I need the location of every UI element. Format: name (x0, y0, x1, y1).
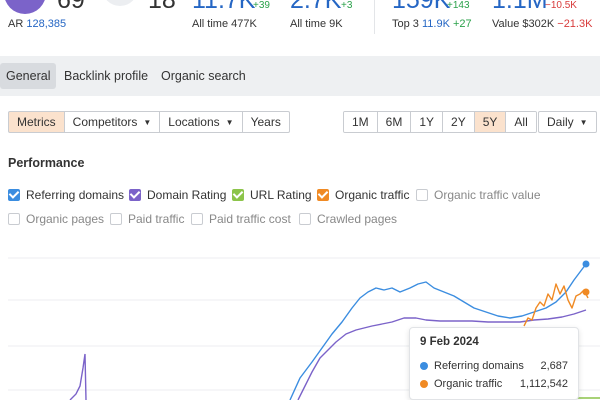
top3-label: Top 3 (392, 18, 419, 30)
backlinks-alltime-value: 477K (231, 18, 257, 30)
stats-strip: 69 AR 128,385 18 11.7K +39 All time 477K… (0, 0, 600, 56)
organic-traffic-dot-icon (420, 380, 428, 388)
chevron-down-icon: ▼ (579, 118, 588, 127)
referring-domains-alltime-value: 9K (329, 18, 343, 30)
legend-crawled-pages[interactable]: Crawled pages (299, 212, 397, 226)
chevron-down-icon: ▼ (225, 118, 234, 127)
referring-domains-alltime-label: All time (290, 18, 327, 30)
traffic-value-label: Value (492, 18, 520, 30)
checkbox-checked-icon (8, 189, 20, 201)
legend-label: Referring domains (26, 188, 125, 202)
report-tabs: General Backlink profile Organic search (0, 56, 600, 96)
backlinks-delta: +39 (253, 0, 270, 11)
chart-mode-toggle: Metrics Competitors ▼ Locations ▼ Years (8, 111, 290, 133)
stats-divider (374, 0, 375, 34)
tooltip-date: 9 Feb 2024 (420, 336, 479, 348)
range-6m[interactable]: 6M (377, 112, 412, 132)
chevron-down-icon: ▼ (143, 118, 152, 127)
checkbox-empty-icon (110, 213, 122, 225)
locations-label: Locations (168, 115, 220, 129)
checkbox-empty-icon (191, 213, 203, 225)
tooltip-row-label: Referring domains (434, 360, 524, 372)
referring-domains-endpoint (582, 260, 590, 268)
legend-label: Organic traffic value (434, 188, 541, 202)
checkbox-empty-icon (416, 189, 428, 201)
traffic-value[interactable]: 1.1M (492, 0, 548, 14)
legend-label: URL Rating (250, 188, 312, 202)
traffic-value-amount: $302K (522, 18, 555, 30)
keywords-value[interactable]: 159K (392, 0, 451, 14)
range-2y[interactable]: 2Y (443, 112, 475, 132)
legend-label: Paid traffic (128, 212, 185, 226)
tab-backlink-profile[interactable]: Backlink profile (64, 69, 149, 83)
tooltip-row-label: Organic traffic (434, 378, 503, 390)
interval-dropdown[interactable]: Daily ▼ (538, 111, 597, 133)
referring-domains-line (289, 263, 587, 400)
top3-delta: +27 (452, 18, 472, 30)
url-rating-value: 18 (148, 0, 176, 14)
range-all[interactable]: All (506, 112, 536, 132)
legend-organic-pages[interactable]: Organic pages (8, 212, 104, 226)
chart-tooltip: 9 Feb 2024 Referring domains 2,687 Organ… (409, 327, 579, 400)
legend-organic-traffic-value[interactable]: Organic traffic value (416, 188, 541, 202)
legend-label: Paid traffic cost (209, 212, 291, 226)
metrics-button[interactable]: Metrics (8, 111, 65, 133)
domain-rating-value: 69 (57, 0, 85, 14)
range-1m[interactable]: 1M (344, 112, 378, 132)
domain-rating-spike (69, 353, 87, 400)
locations-dropdown[interactable]: Locations ▼ (160, 111, 243, 133)
legend-organic-traffic[interactable]: Organic traffic (317, 188, 409, 202)
interval-label: Daily (547, 115, 574, 129)
performance-chart-svg (8, 257, 600, 400)
backlinks-value[interactable]: 11.7K (192, 0, 256, 14)
range-5y[interactable]: 5Y (474, 112, 507, 132)
url-rating-gauge (102, 0, 138, 6)
keywords-top3: Top 3 11.9K +27 (392, 18, 472, 30)
checkbox-empty-icon (8, 213, 20, 225)
checkbox-empty-icon (299, 213, 311, 225)
legend-label: Organic traffic (335, 188, 410, 202)
ahrefs-rank: AR 128,385 (8, 18, 66, 30)
competitors-dropdown[interactable]: Competitors ▼ (64, 111, 161, 133)
legend-label: Domain Rating (147, 188, 227, 202)
tooltip-row-organic-traffic: Organic traffic 1,112,542 (420, 375, 568, 393)
ar-label: AR (8, 18, 24, 30)
referring-domains-dot-icon (420, 362, 428, 370)
legend-referring-domains[interactable]: Referring domains (8, 188, 124, 202)
traffic-value-delta: −21.3K (557, 18, 593, 30)
checkbox-checked-icon (129, 189, 141, 201)
tab-general[interactable]: General (0, 63, 57, 89)
backlinks-alltime-label: All time (192, 18, 229, 30)
referring-domains-value[interactable]: 2.7K (290, 0, 342, 14)
backlinks-alltime: All time 477K (192, 18, 257, 30)
tooltip-row-value: 1,112,542 (519, 378, 568, 390)
performance-chart[interactable] (0, 250, 600, 400)
legend-url-rating[interactable]: URL Rating (232, 188, 312, 202)
legend-label: Crawled pages (317, 212, 398, 226)
referring-domains-delta: +3 (341, 0, 353, 11)
legend-label: Organic pages (26, 212, 105, 226)
legend-domain-rating[interactable]: Domain Rating (129, 188, 226, 202)
top3-value[interactable]: 11.9K (421, 18, 450, 30)
date-range-selector: 1M 6M 1Y 2Y 5Y All (343, 111, 537, 133)
tab-organic-search[interactable]: Organic search (161, 69, 246, 83)
competitors-label: Competitors (72, 115, 138, 129)
checkbox-checked-icon (232, 189, 244, 201)
tooltip-row-referring-domains: Referring domains 2,687 (420, 357, 568, 375)
keywords-delta: +143 (447, 0, 470, 11)
domain-rating-gauge (4, 0, 46, 14)
tooltip-row-value: 2,687 (540, 360, 568, 372)
performance-title: Performance (8, 156, 85, 170)
range-1y[interactable]: 1Y (411, 112, 444, 132)
years-button[interactable]: Years (242, 111, 290, 133)
checkbox-checked-icon (317, 189, 329, 201)
traffic-value-summary: Value $302K −21.3K (492, 18, 592, 30)
ar-value[interactable]: 128,385 (26, 18, 67, 30)
referring-domains-alltime: All time 9K (290, 18, 343, 30)
organic-traffic-line (523, 283, 589, 327)
legend-paid-traffic-cost[interactable]: Paid traffic cost (191, 212, 291, 226)
organic-traffic-endpoint (582, 288, 590, 296)
traffic-delta: −10.5K (545, 0, 577, 11)
legend-paid-traffic[interactable]: Paid traffic (110, 212, 184, 226)
